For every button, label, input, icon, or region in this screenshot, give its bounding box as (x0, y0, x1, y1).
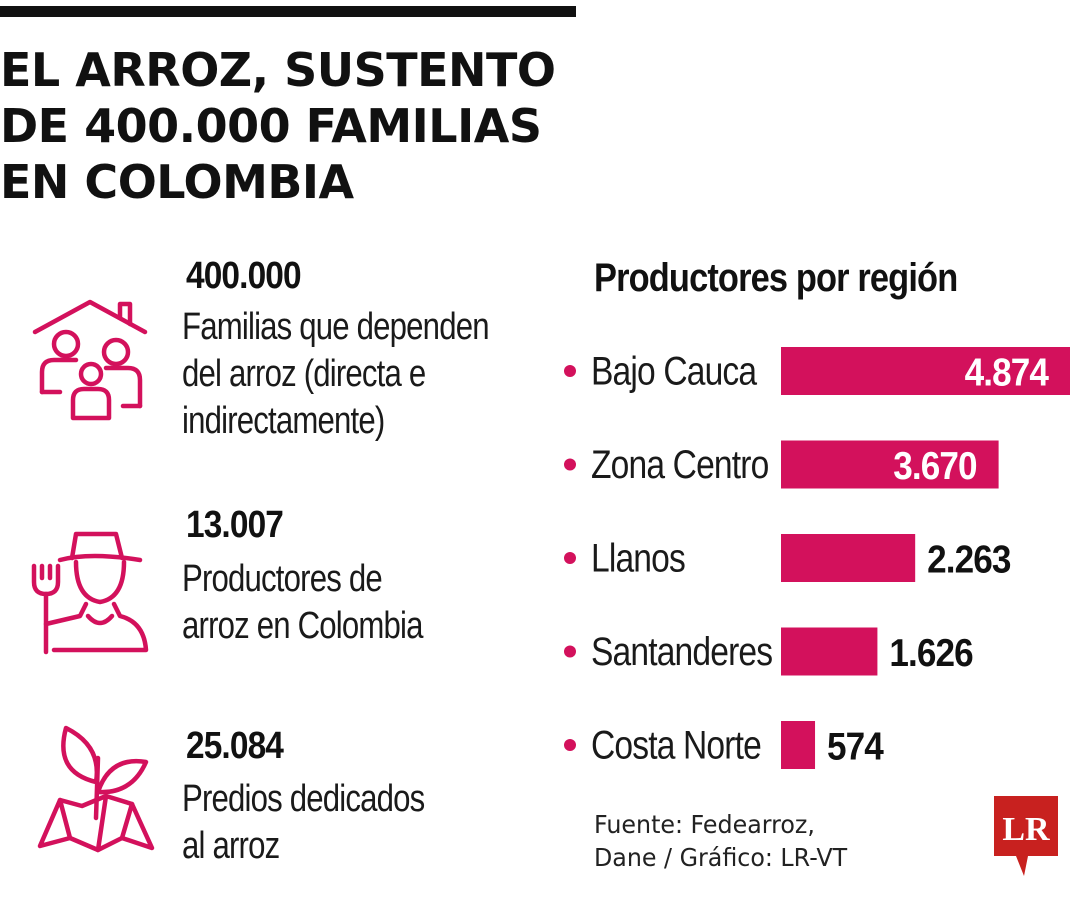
title-line-1: EL ARROZ, SUSTENTO (0, 43, 556, 97)
bullet-marker (564, 645, 576, 658)
bullet-marker (564, 365, 576, 377)
category-label: Santanderes (591, 629, 773, 673)
stat-desc-producers: Productores de arroz en Colombia (182, 556, 510, 650)
bullet-marker (564, 458, 576, 471)
value-label: 3.670 (893, 443, 977, 487)
bullet-marker (564, 552, 576, 564)
stat-value-plots: 25.084 (186, 725, 284, 767)
stat-value-families: 400.000 (186, 255, 302, 297)
title-line-3: EN COLOMBIA (0, 155, 354, 209)
bar (781, 627, 878, 676)
stat-desc-line: Productores de (182, 558, 383, 600)
farmer-icon (30, 528, 150, 656)
title-line-2: DE 400.000 FAMILIAS (0, 99, 542, 153)
bar (781, 347, 1070, 395)
lr-logo: LR (994, 796, 1058, 878)
stat-desc-line: al arroz (182, 825, 280, 867)
chart-title: Productores por región (594, 256, 958, 300)
page-title: EL ARROZ, SUSTENTO DE 400.000 FAMILIAS E… (0, 42, 580, 210)
source-line: Fuente: Fedearroz, (594, 810, 815, 839)
category-label: Bajo Cauca (591, 349, 757, 393)
bullet-marker (564, 739, 576, 751)
bar (781, 534, 916, 582)
value-label: 1.626 (889, 630, 973, 674)
plant-map-icon (36, 722, 156, 860)
stat-desc-line: Predios dedicados (182, 778, 425, 820)
stat-desc-line: indirectamente) (182, 400, 385, 442)
value-label: 574 (827, 724, 884, 768)
category-label: Llanos (591, 536, 685, 580)
family-house-icon (30, 296, 150, 426)
value-label: 2.263 (927, 537, 1011, 581)
stat-desc-families: Familias que dependen del arroz (directa… (182, 304, 510, 445)
logo-text: LR (1002, 811, 1050, 848)
stat-desc-line: arroz en Colombia (182, 605, 423, 647)
stat-value-producers: 13.007 (186, 504, 284, 546)
category-label: Costa Norte (591, 723, 761, 767)
stat-desc-line: del arroz (directa e (182, 353, 426, 395)
value-label: 4.874 (965, 350, 1050, 394)
stat-desc-plots: Predios dedicados al arroz (182, 776, 510, 870)
top-rule (0, 6, 576, 17)
bar (781, 440, 999, 489)
category-label: Zona Centro (591, 442, 768, 486)
source-line: Dane / Gráfico: LR-VT (594, 843, 848, 872)
source-note: Fuente: Fedearroz, Dane / Gráfico: LR-VT (594, 808, 908, 874)
bar (781, 721, 816, 769)
stat-desc-line: Familias que dependen (182, 306, 490, 348)
